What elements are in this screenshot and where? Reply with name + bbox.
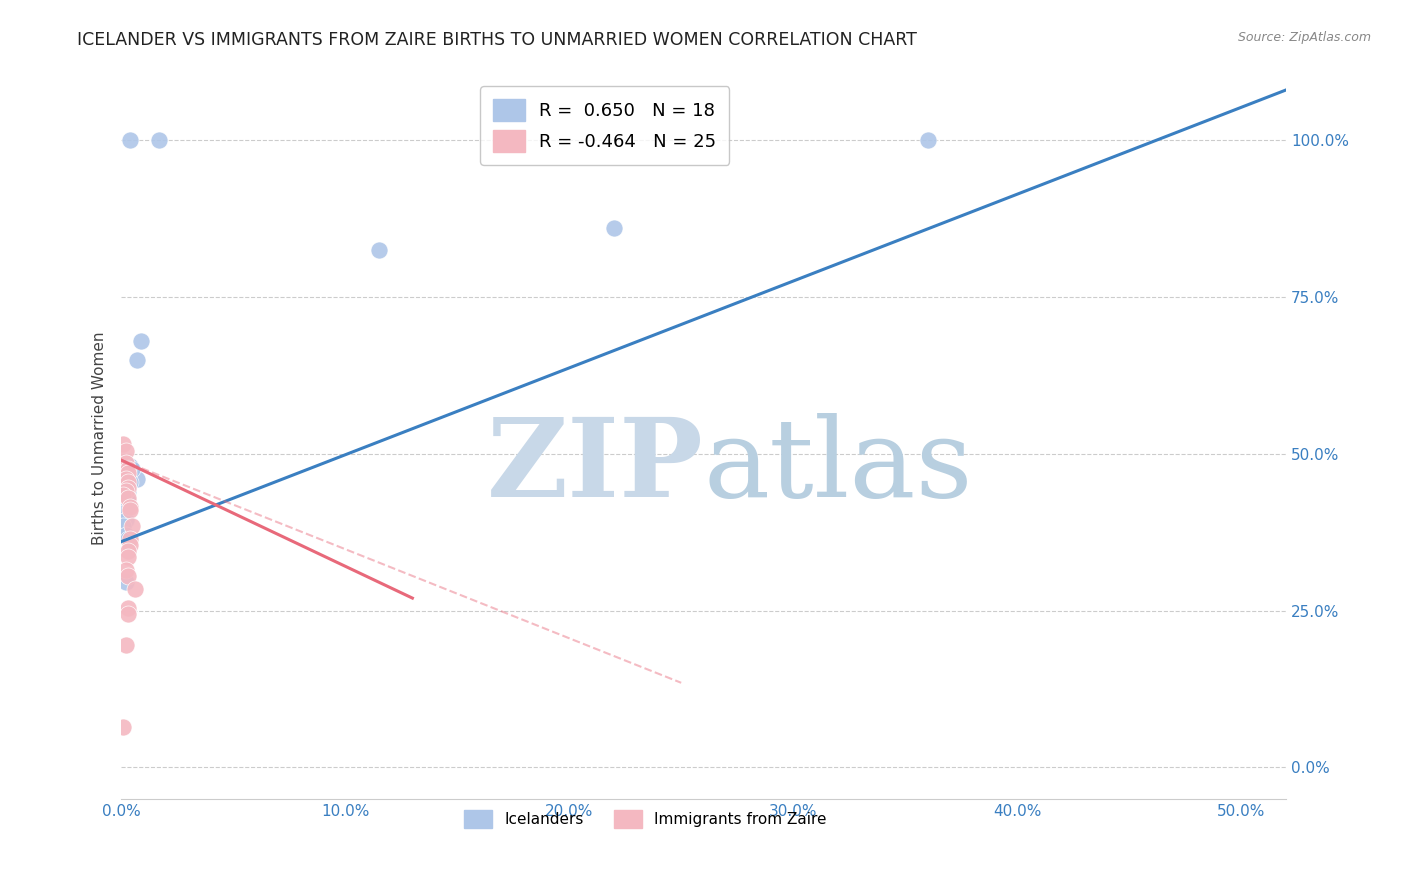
Point <box>112 720 135 734</box>
Text: Source: ZipAtlas.com: Source: ZipAtlas.com <box>1237 31 1371 45</box>
Point <box>120 538 142 552</box>
Point <box>120 459 142 474</box>
Point <box>117 550 139 565</box>
Point <box>117 600 139 615</box>
Point <box>114 472 136 486</box>
Point <box>117 544 139 558</box>
Point <box>120 475 142 489</box>
Point <box>131 334 153 348</box>
Point <box>124 582 146 596</box>
Point <box>112 507 135 521</box>
Point <box>117 494 139 508</box>
Point <box>603 221 626 235</box>
Text: ZIP: ZIP <box>486 414 703 521</box>
Text: ICELANDER VS IMMIGRANTS FROM ZAIRE BIRTHS TO UNMARRIED WOMEN CORRELATION CHART: ICELANDER VS IMMIGRANTS FROM ZAIRE BIRTH… <box>77 31 917 49</box>
Point <box>117 466 139 480</box>
Legend: Icelanders, Immigrants from Zaire: Icelanders, Immigrants from Zaire <box>458 804 832 835</box>
Point <box>367 243 389 257</box>
Point <box>120 532 142 546</box>
Point <box>114 563 136 577</box>
Point <box>114 528 136 542</box>
Point <box>125 472 148 486</box>
Point <box>121 462 143 476</box>
Point <box>120 500 142 515</box>
Point <box>917 133 939 147</box>
Point <box>114 638 136 652</box>
Point <box>114 500 136 515</box>
Point <box>120 133 142 147</box>
Point <box>117 569 139 583</box>
Text: atlas: atlas <box>703 414 973 521</box>
Point <box>114 575 136 590</box>
Point <box>114 487 136 501</box>
Point <box>112 487 135 501</box>
Point <box>114 491 136 505</box>
Point <box>125 352 148 367</box>
Point <box>117 481 139 495</box>
Point <box>117 472 139 486</box>
Y-axis label: Births to Unmarried Women: Births to Unmarried Women <box>93 332 107 545</box>
Point <box>117 532 139 546</box>
Point <box>112 437 135 451</box>
Point <box>117 475 139 489</box>
Point <box>148 133 170 147</box>
Point <box>117 484 139 499</box>
Point <box>117 491 139 505</box>
Point <box>121 519 143 533</box>
Point <box>120 503 142 517</box>
Point <box>114 484 136 499</box>
Point <box>114 443 136 458</box>
Point <box>114 513 136 527</box>
Point <box>117 607 139 621</box>
Point <box>114 456 136 470</box>
Point <box>117 462 139 476</box>
Point <box>112 519 135 533</box>
